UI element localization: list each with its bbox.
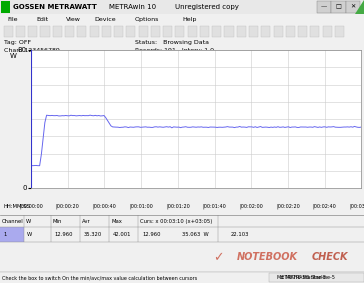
Bar [175,26,185,37]
Bar [237,26,246,37]
Text: Device: Device [95,17,116,22]
Text: |00:01:20: |00:01:20 [166,204,190,209]
Text: 22.103: 22.103 [231,231,249,237]
Text: |00:00:20: |00:00:20 [56,204,80,209]
Bar [65,26,74,37]
Bar [269,273,364,282]
Text: METRAH6 Starline-5: METRAH6 Starline-5 [277,275,326,280]
Bar [261,26,270,37]
Bar [310,26,320,37]
Text: W: W [25,219,31,224]
Bar [1,1,10,12]
Text: Edit: Edit [36,17,48,22]
Bar [77,26,86,37]
Bar [0,227,24,242]
Text: Curs: x 00:03:10 (x+03:05): Curs: x 00:03:10 (x+03:05) [140,219,213,224]
Bar [200,26,209,37]
Text: |00:00:40: |00:00:40 [92,204,116,209]
Bar [114,26,123,37]
Text: Help: Help [182,17,196,22]
Text: W: W [27,231,32,237]
Text: 42.001: 42.001 [113,231,131,237]
Bar [16,26,25,37]
Text: |00:02:00: |00:02:00 [240,204,263,209]
Text: |00:03:00: |00:03:00 [349,204,364,209]
Bar [273,26,282,37]
Bar [286,26,295,37]
Text: Min: Min [53,219,62,224]
Text: NOTEBOOK: NOTEBOOK [237,252,298,262]
Text: |00:01:00: |00:01:00 [129,204,153,209]
Bar [323,26,332,37]
Bar [40,26,50,37]
Text: |00:00:00: |00:00:00 [19,204,43,209]
Bar [188,26,197,37]
Text: |00:02:40: |00:02:40 [313,204,337,209]
Text: 1: 1 [4,231,7,237]
Text: ≡ METRAH6 Starline-5: ≡ METRAH6 Starline-5 [280,275,335,280]
Text: 12.960: 12.960 [142,231,161,237]
Text: —: — [321,5,327,9]
Bar [126,26,135,37]
Text: 12.960: 12.960 [55,231,73,237]
Text: Max: Max [111,219,122,224]
Bar [151,26,160,37]
Bar [335,26,344,37]
Text: Status:   Browsing Data: Status: Browsing Data [135,40,209,45]
Text: |00:01:40: |00:01:40 [203,204,226,209]
Text: Avr: Avr [82,219,91,224]
Bar [4,26,13,37]
Text: Channel: Channel [2,219,24,224]
Text: Options: Options [135,17,159,22]
Text: □: □ [336,5,341,9]
Text: Check the box to switch On the min/avc/max value calculation between cursors: Check the box to switch On the min/avc/m… [2,275,197,280]
Bar [298,26,307,37]
Text: METRAwin 10: METRAwin 10 [109,4,156,10]
Text: 35.063  W: 35.063 W [182,231,209,237]
Text: View: View [66,17,80,22]
Bar [225,26,234,37]
Polygon shape [355,0,364,14]
Text: Tag: OFF: Tag: OFF [4,40,31,45]
Text: ✓: ✓ [213,251,223,264]
Text: GOSSEN METRAWATT: GOSSEN METRAWATT [13,4,96,10]
Bar [139,26,148,37]
Bar [53,26,62,37]
Text: Chan: 123456789: Chan: 123456789 [4,48,60,53]
Bar [28,26,37,37]
Bar [317,1,331,12]
Text: 35.320: 35.320 [84,231,102,237]
Bar [331,1,346,12]
Bar [102,26,111,37]
Text: File: File [7,17,18,22]
Bar [163,26,172,37]
Text: Unregistered copy: Unregistered copy [175,4,238,10]
Text: HH:MM:SS: HH:MM:SS [4,204,31,209]
Bar [249,26,258,37]
Text: Records: 191   Interv: 1.0: Records: 191 Interv: 1.0 [135,48,214,53]
Bar [212,26,221,37]
Text: ✕: ✕ [351,5,356,9]
Bar [90,26,99,37]
Text: |00:02:20: |00:02:20 [276,204,300,209]
Text: CHECK: CHECK [311,252,348,262]
Text: W: W [9,53,16,59]
Bar [346,1,360,12]
